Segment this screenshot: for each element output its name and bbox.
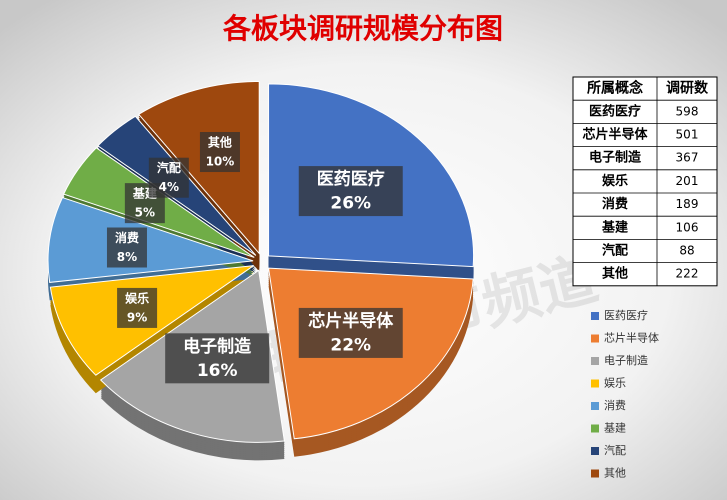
legend-label: 娱乐 — [604, 376, 626, 390]
table-header: 所属概念 — [587, 80, 644, 97]
data-label-name: 芯片半导体 — [308, 310, 394, 331]
data-label-value: 16% — [197, 361, 238, 381]
data-label-name: 汽配 — [157, 160, 181, 175]
table-number: 222 — [676, 267, 699, 281]
legend-label: 消费 — [604, 398, 626, 412]
table-header: 调研数 — [666, 80, 709, 97]
legend-label: 汽配 — [604, 443, 626, 457]
table-number: 189 — [676, 197, 699, 211]
legend-label: 其他 — [604, 467, 626, 480]
data-label-box — [298, 307, 403, 358]
data-label-box — [106, 227, 147, 268]
data-label-name: 其他 — [208, 135, 232, 150]
data-label-name: 娱乐 — [125, 290, 149, 305]
data-label-value: 4% — [159, 180, 179, 194]
data-label-value: 5% — [135, 206, 155, 220]
table-number: 88 — [679, 244, 694, 258]
legend-label: 芯片半导体 — [604, 331, 659, 345]
legend-swatch — [591, 312, 599, 320]
legend-label: 电子制造 — [604, 353, 648, 367]
legend-swatch — [591, 402, 599, 410]
legend-label: 医药医疗 — [604, 308, 648, 322]
slice — [47, 196, 254, 283]
legend-swatch — [591, 447, 599, 455]
table-concept: 电子制造 — [589, 150, 642, 166]
data-label-box — [117, 287, 158, 328]
table-number: 201 — [676, 174, 699, 188]
data-label-name: 电子制造 — [183, 336, 252, 357]
data-label-name: 医药医疗 — [317, 169, 385, 190]
data-label-box — [298, 166, 403, 217]
data-label-value: 26% — [330, 194, 371, 214]
table-concept: 汽配 — [602, 243, 628, 259]
slice — [137, 80, 260, 255]
table-concept: 芯片半导体 — [582, 127, 648, 143]
table-concept: 娱乐 — [602, 173, 628, 189]
data-label-value: 9% — [127, 310, 147, 324]
data-label-name: 消费 — [115, 230, 139, 245]
legend-swatch — [591, 357, 599, 365]
table-number: 367 — [676, 151, 699, 165]
table-number: 501 — [676, 128, 699, 142]
data-label-box — [199, 132, 240, 173]
table-number: 106 — [676, 220, 699, 234]
table-concept: 医药医疗 — [589, 103, 641, 119]
legend-swatch — [591, 379, 599, 388]
data-label-value: 10% — [206, 155, 235, 169]
legend-swatch — [591, 334, 599, 343]
data-label-box — [165, 333, 270, 384]
data-label-value: 8% — [117, 250, 137, 264]
table-bg — [572, 76, 718, 287]
data-label-value: 22% — [330, 335, 371, 355]
legend-swatch — [591, 469, 599, 478]
data-label-box — [148, 157, 189, 198]
legend-swatch — [591, 424, 599, 433]
table-number: 598 — [676, 104, 699, 118]
chart-title: 各板块调研规模分布图 — [222, 12, 503, 45]
table-concept: 消费 — [602, 196, 628, 212]
table-concept: 其他 — [602, 266, 628, 282]
pie: 医药医疗26%芯片半导体22%电子制造16%娱乐9%消费8%基建5%汽配4%其他… — [47, 80, 475, 461]
legend-label: 基建 — [604, 421, 626, 435]
table-concept: 基建 — [601, 219, 628, 235]
